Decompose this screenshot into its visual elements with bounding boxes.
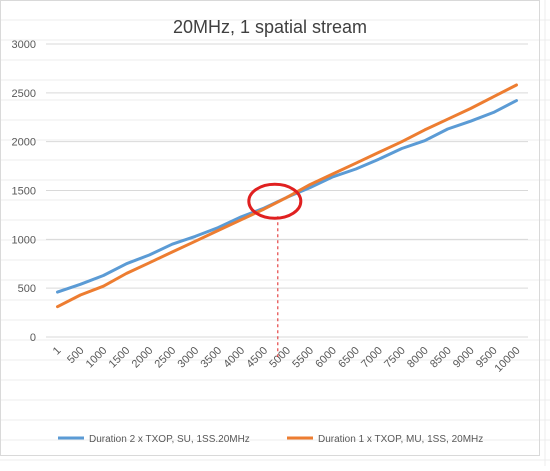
y-tick-label: 500	[18, 283, 36, 295]
x-tick-label: 5000	[267, 345, 293, 371]
x-tick-label: 3500	[198, 345, 224, 371]
y-tick-label: 0	[30, 332, 36, 344]
series-lines	[56, 83, 518, 309]
x-tick-label: 2500	[153, 345, 179, 371]
x-tick-label: 8500	[428, 345, 454, 371]
x-tick-label: 4000	[221, 345, 247, 371]
chart-area-border	[0, 0, 540, 456]
gridlines	[46, 43, 528, 338]
legend-label: Duration 2 x TXOP, SU, 1SS.20MHz	[89, 434, 250, 445]
y-tick-label: 2500	[12, 88, 36, 100]
x-tick-label: 4500	[244, 345, 270, 371]
x-tick-label: 6500	[336, 345, 362, 371]
x-tick-label: 3000	[176, 345, 202, 371]
legend: Duration 2 x TXOP, SU, 1SS.20MHz Duration…	[58, 434, 483, 445]
x-tick-label: 1000	[84, 345, 110, 371]
x-tick-label: 9000	[451, 345, 477, 371]
x-tick-label: 1	[51, 345, 64, 358]
annotations	[247, 182, 303, 357]
x-tick-label: 8000	[405, 345, 431, 371]
y-axis-tick-labels: 0 500 1000 1500 2000 2500 3000	[12, 39, 36, 344]
chart-title: 20MHz, 1 spatial stream	[173, 17, 367, 37]
x-tick-label: 7000	[359, 345, 385, 371]
y-tick-label: 1500	[12, 186, 36, 198]
y-tick-label: 2000	[12, 137, 36, 149]
x-tick-label: 5500	[290, 345, 316, 371]
x-tick-label: 6000	[313, 345, 339, 371]
x-tick-label: 7500	[382, 345, 408, 371]
legend-label: Duration 1 x TXOP, MU, 1SS, 20MHz	[318, 434, 483, 445]
x-tick-label: 1500	[107, 345, 133, 371]
y-tick-label: 3000	[12, 39, 36, 51]
y-tick-label: 1000	[12, 234, 36, 246]
annotation-circle	[247, 182, 303, 220]
series-line	[56, 83, 518, 309]
x-tick-label: 2000	[130, 345, 156, 371]
